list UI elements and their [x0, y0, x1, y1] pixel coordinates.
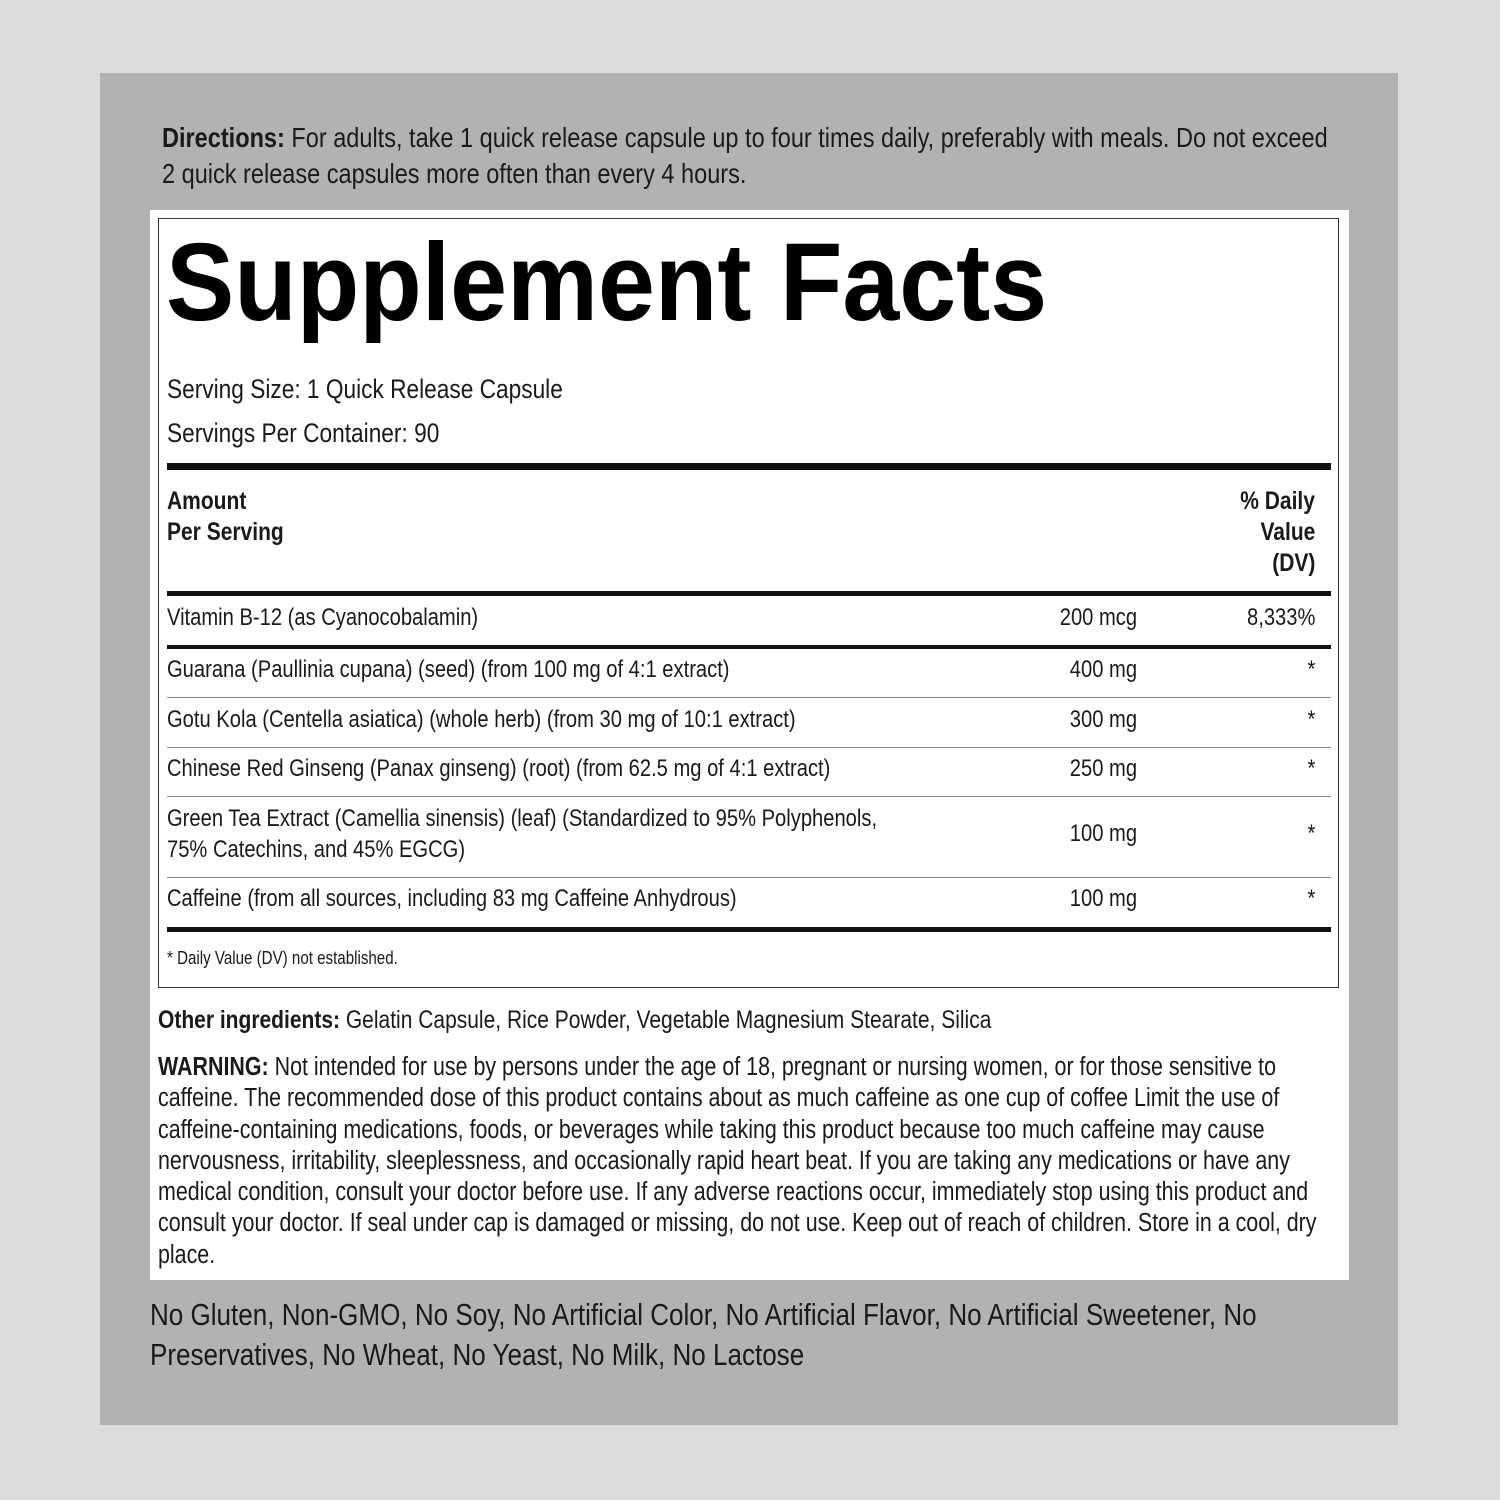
divider-thick	[167, 927, 1331, 932]
ingredient-dv: *	[1307, 885, 1315, 912]
ingredient-name: Caffeine (from all sources, including 83…	[167, 885, 737, 912]
divider-thick	[167, 591, 1331, 596]
ingredient-amount: 100 mg	[1069, 885, 1137, 912]
ingredient-amount: 400 mg	[1069, 656, 1137, 683]
free-from-statement: No Gluten, Non-GMO, No Soy, No Artificia…	[150, 1297, 1257, 1372]
ingredient-name: Green Tea Extract (Camellia sinensis) (l…	[167, 805, 878, 832]
ingredient-amount: 100 mg	[1069, 820, 1137, 847]
ingredient-dv: *	[1307, 656, 1315, 683]
ingredient-name: Gotu Kola (Centella asiatica) (whole her…	[167, 706, 796, 733]
label-white-area	[150, 210, 1349, 1280]
warning-label: WARNING:	[158, 1053, 269, 1081]
footnote: * Daily Value (DV) not established.	[167, 948, 398, 968]
header-amount-1: Amount	[167, 487, 247, 515]
ingredient-amount: 200 mcg	[1059, 604, 1137, 631]
servings-per-container: Servings Per Container: 90	[167, 418, 440, 448]
header-dv-2: Value	[1260, 518, 1315, 546]
ingredient-name: Chinese Red Ginseng (Panax ginseng) (roo…	[167, 755, 831, 782]
directions-text: For adults, take 1 quick release capsule…	[162, 122, 1328, 189]
other-ingredients: Other ingredients: Gelatin Capsule, Rice…	[158, 1008, 991, 1033]
ingredient-amount: 300 mg	[1069, 706, 1137, 733]
ingredient-dv: 8,333%	[1246, 604, 1315, 631]
directions-label: Directions:	[162, 122, 285, 153]
ingredient-name-line2: 75% Catechins, and 45% EGCG)	[167, 836, 466, 863]
header-dv-3: (DV)	[1271, 549, 1315, 577]
divider-thick	[167, 463, 1331, 470]
ingredient-name: Vitamin B-12 (as Cyanocobalamin)	[167, 604, 479, 631]
serving-size: Serving Size: 1 Quick Release Capsule	[167, 374, 563, 404]
warning: WARNING: Not intended for use by persons…	[158, 1052, 1344, 1271]
ingredient-amount: 250 mg	[1069, 755, 1137, 782]
ingredient-dv: *	[1307, 755, 1315, 782]
divider-medium	[167, 645, 1331, 649]
divider-thin	[167, 796, 1331, 797]
facts-title: Supplement Facts	[166, 221, 1048, 344]
header-dv-1: % Daily	[1240, 487, 1315, 515]
ingredient-dv: *	[1307, 706, 1315, 733]
divider-thin	[167, 747, 1331, 748]
divider-thin	[167, 877, 1331, 878]
directions: Directions: For adults, take 1 quick rel…	[162, 120, 1346, 192]
ingredient-name: Guarana (Paullinia cupana) (seed) (from …	[167, 656, 730, 683]
warning-text: Not intended for use by persons under th…	[158, 1053, 1317, 1269]
header-amount-2: Per Serving	[167, 518, 284, 546]
divider-thin	[167, 697, 1331, 698]
supplement-facts-box	[158, 218, 1339, 988]
other-ingredients-text: Gelatin Capsule, Rice Powder, Vegetable …	[340, 1006, 992, 1034]
other-ingredients-label: Other ingredients:	[158, 1006, 341, 1034]
ingredient-dv: *	[1307, 820, 1315, 847]
